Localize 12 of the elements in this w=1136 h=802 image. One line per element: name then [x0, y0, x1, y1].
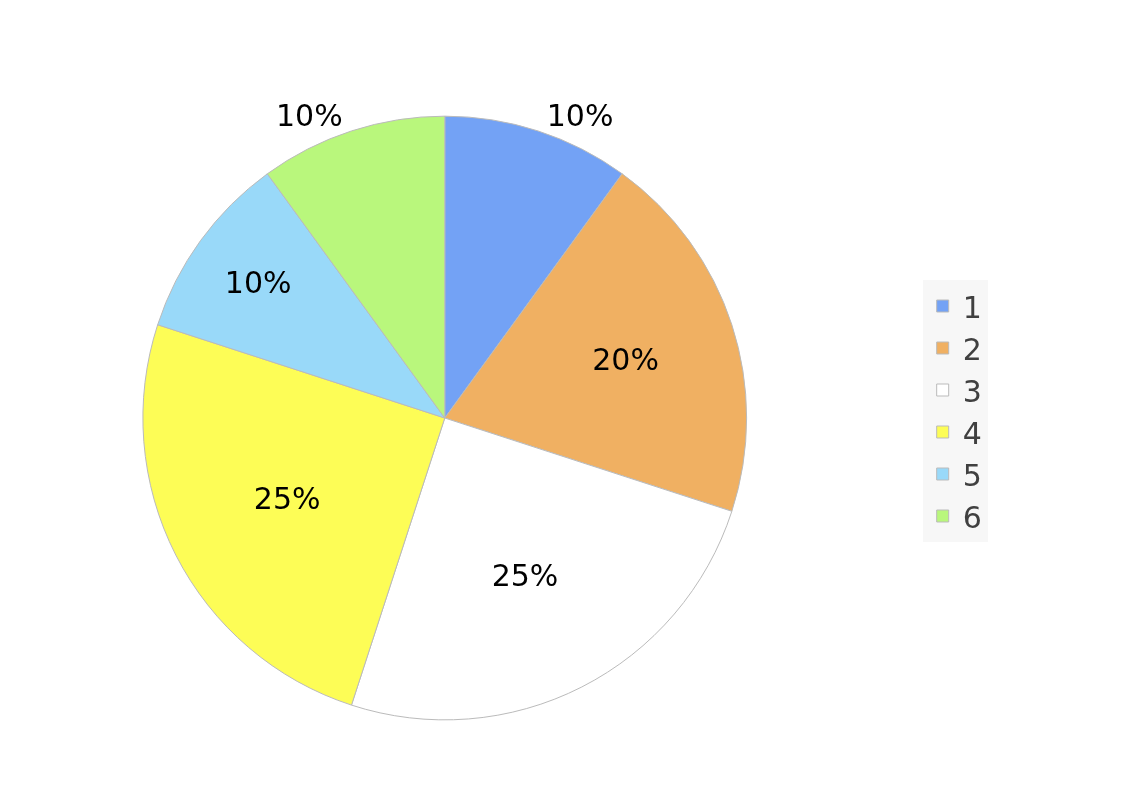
data-label: 20%	[592, 341, 659, 377]
legend-label: 1	[962, 289, 982, 325]
data-label: 10%	[224, 264, 292, 300]
data-label: 10%	[276, 97, 343, 133]
data-label: 25%	[253, 480, 321, 516]
legend-label: 6	[962, 499, 982, 535]
legend-label: 5	[962, 457, 982, 493]
data-label: 25%	[491, 558, 559, 594]
data-label: 10%	[546, 97, 614, 133]
legend-label: 2	[962, 331, 982, 367]
legend-label: 4	[962, 415, 982, 451]
legend-label: 3	[962, 373, 982, 409]
